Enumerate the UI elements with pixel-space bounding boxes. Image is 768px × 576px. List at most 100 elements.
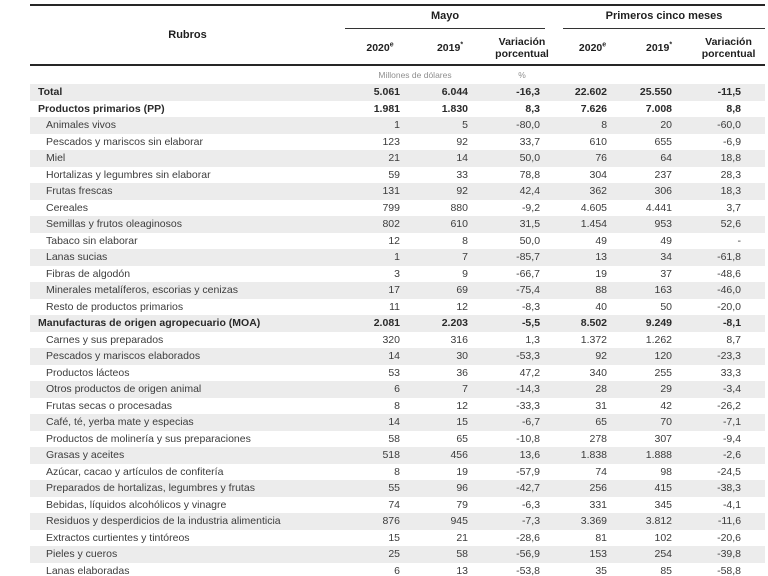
row-value: 14: [388, 350, 400, 363]
table-row: Pescados y mariscos sin elaborar 123 92 33,…: [30, 134, 765, 151]
row-value: 8.502: [580, 317, 608, 330]
table-row: Minerales metalíferos, escorias y ceniza…: [30, 282, 766, 299]
row-label: Hortalizas y legumbres sin elaborar: [46, 168, 211, 181]
row-value: -56,9: [516, 548, 541, 561]
row-value: 11: [389, 300, 400, 313]
row-value: -8,3: [521, 300, 541, 313]
row-value: 50,0: [519, 152, 541, 165]
table-row: Pieles y cueros 25 58 -56,9 153 254 -39,8: [30, 546, 766, 563]
row-label: Frutas frescas: [46, 185, 113, 198]
row-label: Carnes y sus preparados: [46, 333, 164, 346]
row-value: -11,5: [717, 86, 742, 99]
row-value: 69: [456, 284, 468, 297]
row-value: -8,1: [722, 317, 742, 330]
row-value: 7: [462, 383, 468, 396]
row-value: 1.830: [441, 102, 468, 115]
row-value: 79: [456, 498, 468, 511]
row-value: -7,1: [722, 416, 742, 429]
row-value: 58: [388, 432, 400, 445]
column-header-5m-variation: Variación porcentual: [692, 33, 766, 66]
row-value: 20: [660, 119, 673, 132]
row-value: 3.369: [580, 515, 608, 528]
row-value: 14: [388, 416, 400, 429]
row-label: Cereales: [46, 201, 89, 214]
table-row: Grasas y aceites 518 456 13,6 1.838 1.888 -2,6: [30, 447, 766, 464]
row-value: 29: [660, 383, 673, 396]
row-value: 85: [660, 564, 673, 576]
row-value: 92: [456, 135, 468, 148]
row-value: 876: [382, 515, 400, 528]
row-label: Animales vivos: [46, 119, 117, 132]
row-value: 17: [388, 284, 400, 297]
row-value: -53,8: [516, 564, 541, 576]
table-row: Preparados de hortalizas, legumbres y fr…: [30, 480, 766, 497]
row-value: -39,8: [717, 548, 742, 561]
row-value: 21: [388, 152, 400, 165]
table-row: Café, té, yerba mate y especias 14 15 -6,7 6…: [30, 414, 766, 431]
row-value: 12: [388, 234, 400, 247]
table-row: Azúcar, cacao y artículos de confitería 8…: [30, 464, 765, 481]
row-label: Pescados y mariscos elaborados: [46, 350, 201, 363]
row-value: 5.061: [373, 86, 400, 99]
row-value: 1.981: [373, 102, 400, 115]
table-row: Bebidas, líquidos alcohólicos y vinagre 7…: [30, 497, 765, 514]
row-label: Manufacturas de origen agropecuario (MOA…: [38, 317, 261, 330]
row-value: 1: [394, 251, 400, 264]
row-value: 345: [654, 498, 673, 511]
row-label: Fibras de algodón: [46, 267, 131, 280]
table-row: Fibras de algodón 3 9 -66,7 19 37 -48,6: [30, 266, 765, 283]
row-value: 255: [654, 366, 673, 379]
row-label: Productos primarios (PP): [38, 102, 165, 115]
row-value: 74: [388, 498, 400, 511]
row-value: 307: [654, 432, 673, 445]
row-value: -61,8: [717, 251, 742, 264]
table-row: Miel 21 14 50,0 76 64 18,8: [30, 150, 766, 167]
row-value: -58,8: [717, 564, 742, 576]
row-value: -11,6: [717, 515, 742, 528]
table-row: Semillas y frutos oleaginosos 802 610 31,5 1…: [30, 216, 766, 233]
row-value: 3: [394, 267, 400, 280]
row-value: 13: [456, 564, 468, 576]
row-value: 31,5: [519, 218, 541, 231]
row-value: 1.454: [580, 218, 608, 231]
row-value: 316: [450, 333, 468, 346]
row-value: -5,5: [521, 317, 541, 330]
group-header-mayo: Mayo: [345, 5, 559, 33]
row-value: -20,0: [717, 300, 742, 313]
row-value: 320: [382, 333, 400, 346]
row-value: 131: [382, 185, 400, 198]
row-value: 55: [388, 482, 400, 495]
row-value: 340: [589, 366, 608, 379]
row-value: -33,3: [516, 399, 541, 412]
row-value: 19: [456, 465, 468, 478]
row-value: 70: [660, 416, 673, 429]
row-value: 8,8: [726, 102, 742, 115]
row-value: 304: [589, 168, 608, 181]
row-value: 6: [394, 564, 400, 576]
row-value: -66,7: [516, 267, 541, 280]
row-value: 7.008: [645, 102, 673, 115]
row-value: 1,3: [525, 333, 541, 346]
row-value: 35: [595, 564, 608, 576]
row-label: Minerales metalíferos, escorias y ceniza…: [46, 284, 238, 297]
row-value: 153: [589, 548, 608, 561]
group-header-row: Rubros Mayo Primeros cinco meses: [30, 5, 766, 66]
row-value: -6,9: [722, 135, 742, 148]
row-value: -80,0: [516, 119, 541, 132]
row-value: 42: [660, 399, 673, 412]
row-value: 18,8: [720, 152, 742, 165]
table-row: Resto de productos primarios 11 12 -8,3 40 50…: [30, 299, 765, 316]
row-value: 47,2: [519, 366, 541, 379]
row-value: -3,4: [722, 383, 742, 396]
row-label: Residuos y desperdicios de la industria …: [46, 515, 281, 528]
table-row: Frutas frescas 131 92 42,4 362 306 18,3: [30, 183, 766, 200]
row-value: 25: [388, 548, 400, 561]
row-value: -24,5: [717, 465, 742, 478]
row-value: 31: [595, 399, 608, 412]
row-value: -9,2: [521, 201, 541, 214]
row-value: 13,6: [519, 449, 541, 462]
table-row: Carnes y sus preparados 320 316 1,3 1.372 1.2…: [30, 332, 765, 349]
row-label: Azúcar, cacao y artículos de confitería: [46, 465, 224, 478]
row-value: 92: [456, 185, 468, 198]
